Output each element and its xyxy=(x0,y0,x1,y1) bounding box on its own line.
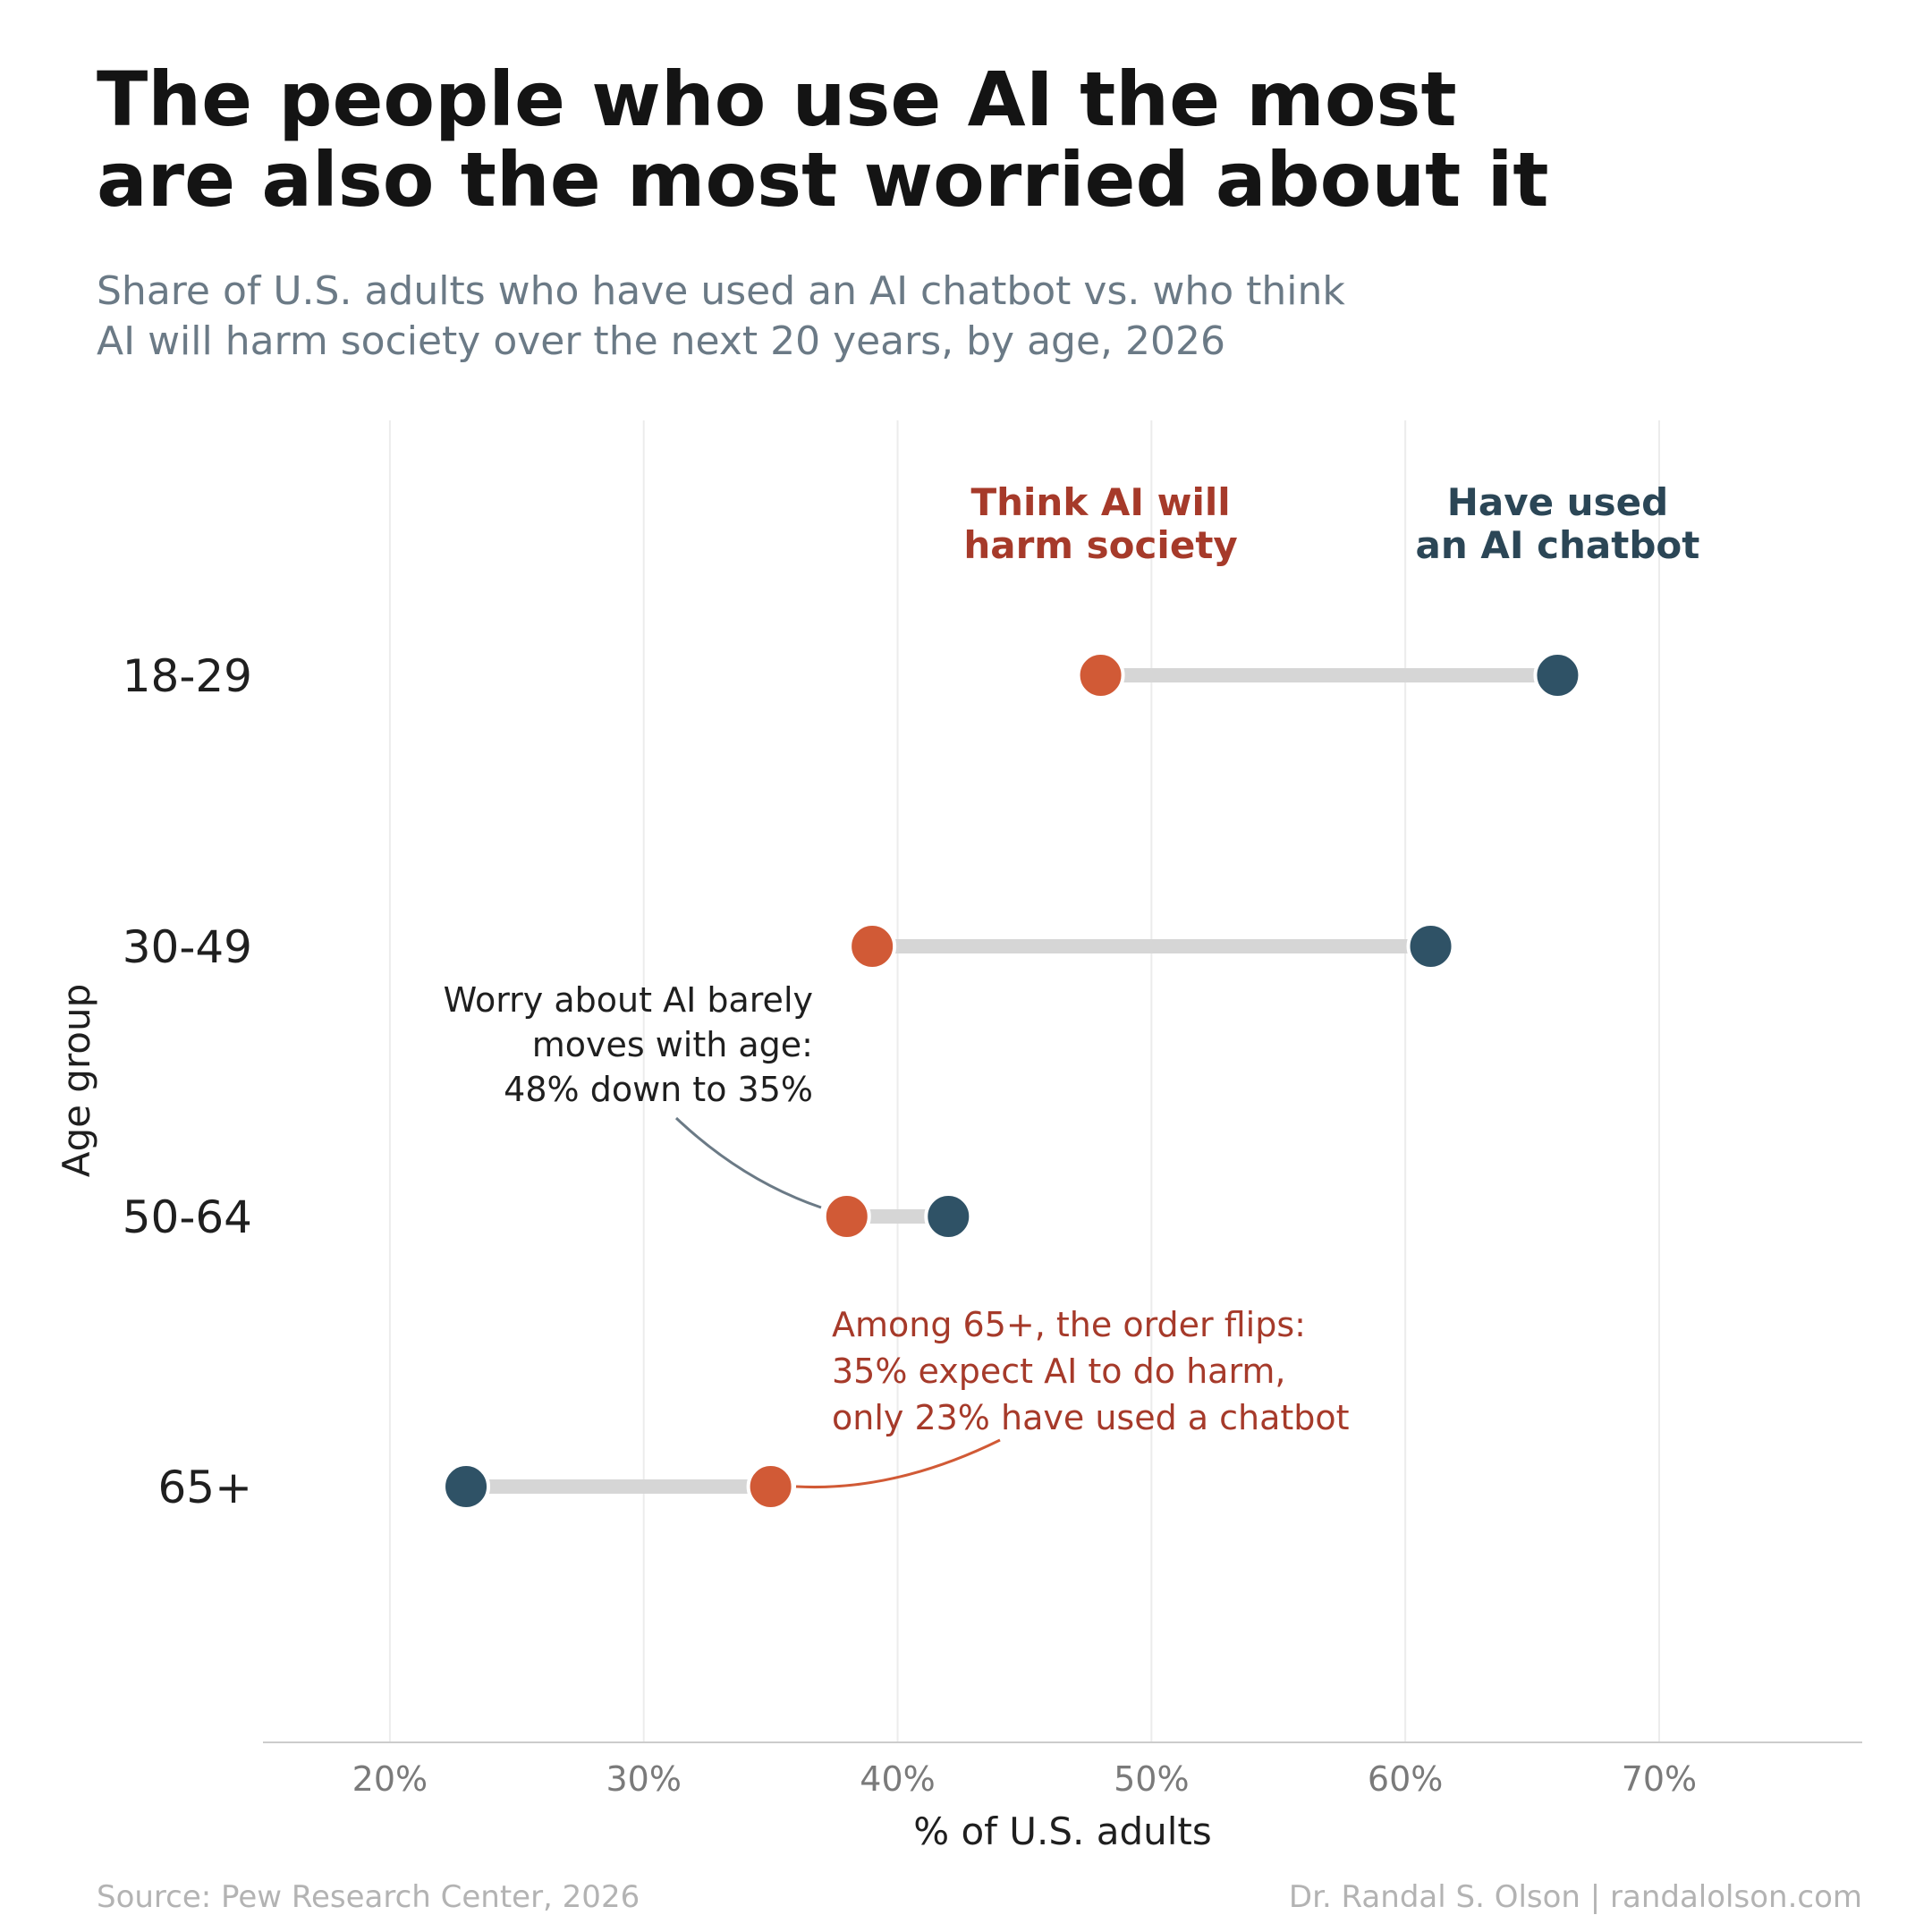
x-tick-label-60: 60% xyxy=(1368,1759,1443,1799)
annotation-worry-line-1: Worry about AI barely xyxy=(444,980,813,1020)
x-tick-label-70: 70% xyxy=(1622,1759,1697,1799)
used-series-label-line-2: an AI chatbot xyxy=(1416,523,1700,567)
chart-footer: Source: Pew Research Center, 2026 Dr. Ra… xyxy=(97,1879,1862,1915)
chart-subtitle-line-2: AI will harm society over the next 20 ye… xyxy=(97,318,1225,364)
harm-series-label-line-1: Think AI will xyxy=(970,480,1230,524)
source-note: Source: Pew Research Center, 2026 xyxy=(97,1879,640,1915)
used-point-50-64 xyxy=(924,1192,973,1241)
chart-subtitle-line-1: Share of U.S. adults who have used an AI… xyxy=(97,268,1345,314)
author-credit: Dr. Randal S. Olson | randalolson.com xyxy=(1289,1879,1862,1915)
plot-area: 20% 30% 40% 50% 60% 70% % of U.S. adults Age gr… xyxy=(55,420,1862,1853)
x-axis-title: % of U.S. adults xyxy=(913,1809,1212,1853)
annotation-worry-arrow xyxy=(674,1116,822,1209)
x-tick-label-40: 40% xyxy=(860,1759,935,1799)
category-label-65plus: 65+ xyxy=(157,1462,252,1513)
harm-series-label-line-2: harm society xyxy=(963,523,1237,567)
used-series-label-line-1: Have used xyxy=(1447,480,1668,524)
x-tick-label-50: 50% xyxy=(1114,1759,1189,1799)
annotation-flip-arrow xyxy=(795,1438,1001,1488)
used-point-65plus xyxy=(442,1462,491,1511)
annotation-worry-line-3: 48% down to 35% xyxy=(504,1070,813,1109)
category-label-50-64: 50-64 xyxy=(123,1191,252,1243)
chart-title-line-1: The people who use AI the most xyxy=(97,55,1457,143)
used-point-18-29 xyxy=(1533,651,1582,699)
harm-point-50-64 xyxy=(822,1192,871,1241)
annotation-flip-line-2: 35% expect AI to do harm, xyxy=(832,1352,1286,1391)
harm-point-18-29 xyxy=(1076,651,1125,699)
harm-point-65plus xyxy=(746,1462,795,1511)
annotation-flip-line-3: only 23% have used a chatbot xyxy=(832,1398,1350,1437)
annotation-flip-line-1: Among 65+, the order flips: xyxy=(832,1305,1306,1344)
chart-header: The people who use AI the most are also … xyxy=(97,55,1549,364)
harm-point-30-49 xyxy=(848,922,897,970)
annotation-worry-line-2: moves with age: xyxy=(532,1025,813,1064)
category-label-18-29: 18-29 xyxy=(123,650,252,702)
y-axis-title: Age group xyxy=(55,984,98,1178)
category-label-30-49: 30-49 xyxy=(123,921,252,973)
used-point-30-49 xyxy=(1406,922,1455,970)
chart-title-line-2: are also the most worried about it xyxy=(97,136,1549,224)
x-tick-label-20: 20% xyxy=(352,1759,428,1799)
x-tick-label-30: 30% xyxy=(606,1759,681,1799)
